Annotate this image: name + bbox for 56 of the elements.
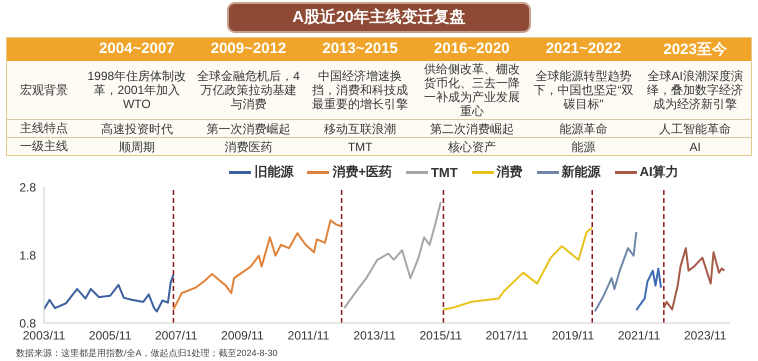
x-tick-label: 2017/11 (486, 328, 528, 343)
text: TMT (348, 140, 372, 154)
line-series (44, 274, 174, 312)
x-tick-label: 2021/11 (618, 328, 661, 343)
category-label: 2023至今 (662, 40, 728, 60)
y-tick-label: 2.8 (19, 180, 36, 194)
text: 高速投资时代 (100, 122, 173, 136)
line-series (662, 247, 726, 310)
x-tick-label: 2019/11 (552, 328, 595, 343)
line-series (635, 268, 662, 312)
text: 全球金融危机后，4万亿政策拉动基建与消费 (197, 69, 300, 111)
legend-label: AI算力 (638, 163, 679, 181)
text: 供给侧改革、棚改货币化、三去一降一补成为产业发展重心 (424, 62, 520, 118)
legend-label: 消费 (496, 163, 523, 181)
source-note: 数据来源：这里都是用指数/全A，做起点归1处理；截至2024-8-30 (16, 347, 278, 360)
x-tick-label: 2015/11 (419, 328, 462, 343)
text: 全球能源转型趋势下，中国也坚定“双碳目标” (533, 69, 634, 111)
legend-label: 消费+医药 (331, 163, 392, 181)
text: 中国经济增速换挡，消费和科技成最重要的增长引擎 (312, 69, 408, 111)
x-tick-label: 2005/11 (88, 328, 132, 343)
text: 消费医药 (224, 140, 272, 154)
x-tick-label: 2013/11 (353, 328, 396, 343)
y-tick-label: 0.8 (19, 316, 36, 330)
text: 第二次消费崛起 (430, 122, 514, 136)
line-series (594, 230, 638, 312)
category-label: 2004~2007 (98, 39, 176, 59)
text: 能源 (571, 140, 596, 154)
text: 全球AI浪潮深度演绎，叠加数字经济成为经济新引擎 (647, 69, 744, 111)
y-tick-label: 1.8 (19, 248, 36, 262)
category-label: 一级主线 (20, 139, 68, 153)
x-tick-label: 2009/11 (221, 328, 264, 343)
category-label: 2009~2012 (210, 39, 288, 59)
category-label: 宏观背景 (20, 82, 68, 96)
x-tick-label: 2007/11 (154, 328, 198, 343)
category-label: 2013~2015 (321, 39, 399, 59)
text: 顺周期 (118, 140, 155, 154)
text: AI (689, 140, 701, 154)
x-tick-label: 2003/11 (22, 328, 66, 343)
text: 第一次消费崛起 (206, 122, 290, 136)
line-series (442, 226, 594, 310)
legend-label: TMT (430, 164, 458, 181)
text: 能源革命 (559, 122, 608, 136)
legend-label: 旧能源 (253, 163, 294, 181)
text: A股近20年主线变迁复盘 (227, 2, 531, 33)
line-series (172, 219, 343, 310)
x-tick-label: 2011/11 (288, 328, 330, 343)
text: 核心资产 (448, 140, 496, 154)
x-tick-label: 2023/11 (684, 328, 727, 343)
text: 移动互联浪潮 (324, 122, 396, 136)
legend-label: 新能源 (560, 163, 601, 181)
text: 人工智能革命 (659, 122, 732, 136)
category-label: 2021~2022 (544, 39, 622, 59)
category-label: 2016~2020 (433, 39, 511, 59)
text: 1998年住房体制改革，2001年加入WTO (87, 69, 186, 111)
category-label: 主线特点 (20, 121, 68, 135)
line-series (343, 200, 442, 310)
